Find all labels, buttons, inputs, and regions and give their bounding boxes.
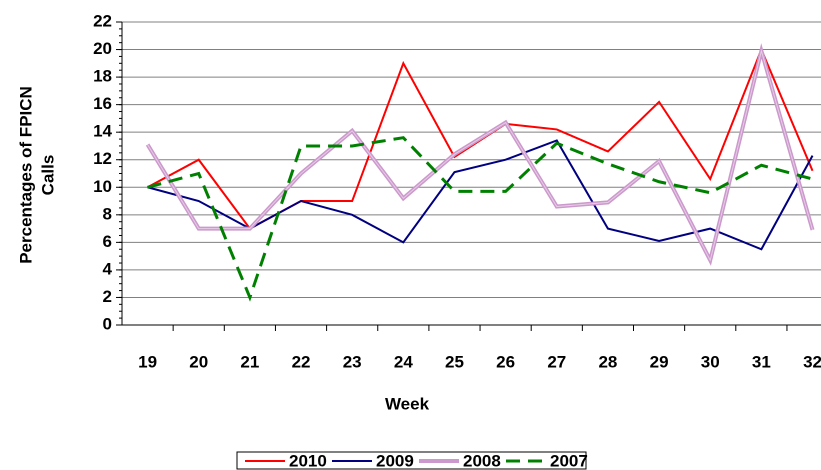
y-tick-label: 10: [93, 177, 112, 196]
y-tick-label: 18: [93, 67, 112, 86]
y-tick-label: 8: [103, 204, 112, 223]
y-tick-label: 2: [103, 287, 112, 306]
x-tick-label: 21: [240, 352, 259, 371]
x-tick-label: 28: [598, 352, 617, 371]
y-tick-label: 16: [93, 94, 112, 113]
legend-label: 2008: [463, 451, 501, 470]
x-tick-label: 27: [547, 352, 566, 371]
x-axis-label: Week: [385, 394, 430, 413]
series-line: [147, 136, 813, 302]
legend-label: 2007: [550, 451, 588, 470]
x-tick-label: 22: [292, 352, 311, 371]
x-tick-label: 20: [189, 352, 208, 371]
x-tick-label: 23: [343, 352, 362, 371]
y-tick-label: 20: [93, 39, 112, 58]
x-tick-label: 30: [701, 352, 720, 371]
x-tick-label: 24: [394, 352, 413, 371]
x-tick-label: 26: [496, 352, 515, 371]
y-tick-label: 14: [93, 122, 112, 141]
series-line-inner: [147, 48, 814, 262]
y-tick-label: 4: [103, 259, 113, 278]
y-tick-label: 0: [103, 314, 112, 333]
y-axis-label: Calls: [38, 155, 57, 196]
y-tick-label: 6: [103, 232, 112, 251]
x-tick-label: 29: [650, 352, 669, 371]
legend-box: [236, 451, 587, 470]
y-tick-label: 12: [93, 149, 112, 168]
x-tick-label: 19: [138, 352, 157, 371]
y-axis-label-group: Percentages of FPICN Calls: [16, 86, 57, 264]
x-tick-label: 25: [445, 352, 464, 371]
y-tick-label: 22: [93, 11, 112, 30]
y-axis-label: Percentages of FPICN: [16, 86, 35, 264]
legend-label: 2009: [376, 451, 414, 470]
legend-label: 2010: [289, 451, 327, 470]
series-line: [147, 139, 814, 251]
x-tick-label: 32: [803, 352, 821, 371]
x-tick-label: 31: [752, 352, 771, 371]
